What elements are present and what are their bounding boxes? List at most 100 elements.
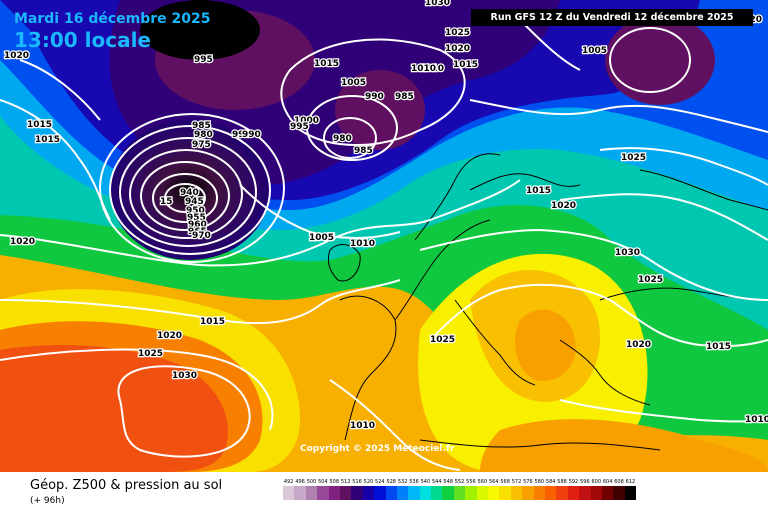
legend-entry: 492 [283, 478, 295, 500]
legend-entry: 592 [567, 478, 580, 500]
footer-title: Géop. Z500 & pression au sol [30, 478, 223, 493]
isobar-label: 945 [185, 197, 204, 207]
legend-label: 528 [386, 479, 396, 485]
legend-swatch [431, 486, 443, 500]
legend-entry: 532 [396, 478, 409, 500]
legend-label: 532 [397, 479, 408, 485]
isobar-label: 955 [187, 213, 206, 223]
isobar-label: 985 [192, 121, 211, 131]
legend-label: 564 [488, 479, 499, 485]
legend-swatch [385, 486, 397, 500]
isobar-label: 1020 [551, 201, 576, 211]
legend-label: 512 [340, 479, 351, 485]
isobar-label: 970 [192, 231, 211, 241]
isobar-label: 1015 [526, 186, 551, 196]
legend-entry: 588 [556, 478, 568, 500]
isobar-label: 1015 [453, 60, 478, 70]
legend-label: 588 [557, 479, 567, 485]
legend-label: 580 [534, 479, 545, 485]
legend-entry: 520 [362, 478, 375, 500]
isobar-label: 1025 [638, 275, 663, 285]
legend-label: 524 [375, 479, 385, 485]
legend-label: 612 [625, 479, 636, 485]
legend-label: 520 [363, 479, 374, 485]
isobar-labels: 1030 1025 1020 1015 1010 1015 1005 1020 … [3, 0, 768, 432]
legend-swatch [362, 486, 375, 500]
legend-label: 540 [420, 479, 431, 485]
isobars [0, 19, 768, 471]
legend-entry: 612 [624, 478, 637, 500]
geopotential-field [0, 0, 768, 472]
legend-entry: 524 [374, 478, 386, 500]
legend-label: 536 [409, 479, 419, 485]
legend-swatch [442, 486, 454, 500]
legend-entry: 564 [488, 478, 500, 500]
legend-label: 556 [466, 479, 476, 485]
isobar-label: 1025 [621, 153, 646, 163]
isobar-label: 1020 [157, 331, 182, 341]
weather-map: 1030 1025 1020 1015 1010 1015 1005 1020 … [0, 0, 768, 472]
legend-swatch [283, 486, 295, 500]
copyright: Copyright © 2025 Meteociel.fr [300, 444, 455, 454]
legend-entry: 608 [613, 478, 625, 500]
footer: Géop. Z500 & pression au sol (+ 96h) 492… [0, 472, 768, 512]
isobar-label: 1010 [350, 421, 375, 431]
legend-entry: 540 [419, 478, 432, 500]
footer-subtitle: (+ 96h) [30, 496, 65, 506]
legend-entry: 508 [328, 478, 340, 500]
legend-label: 576 [523, 479, 533, 485]
legend-swatch [305, 486, 318, 500]
coastlines [327, 153, 768, 451]
forecast-local-time: 13:00 locale [14, 28, 151, 52]
legend-entry: 536 [408, 478, 420, 500]
isobar-label: 990 [232, 130, 251, 140]
legend-entry: 504 [317, 478, 329, 500]
isobar-label: 1010 [745, 415, 768, 425]
isobar-label: 975 [192, 140, 211, 150]
legend-swatch [510, 486, 523, 500]
legend-entry: 544 [431, 478, 443, 500]
legend-entry: 528 [385, 478, 397, 500]
legend-label: 500 [306, 479, 317, 485]
legend-label: 504 [318, 479, 328, 485]
isobar-label: 1015 [200, 317, 225, 327]
legend-entry: 572 [510, 478, 523, 500]
isobar-label: 1000 [294, 116, 319, 126]
isobar-label: 960 [188, 220, 207, 230]
isobar-label: 1015 [706, 342, 731, 352]
legend-swatch [408, 486, 420, 500]
legend-entry: 516 [351, 478, 363, 500]
legend-entry: 600 [590, 478, 602, 500]
legend-entry: 584 [544, 478, 557, 500]
isobar-label: 1010 [419, 64, 444, 74]
legend-label: 584 [545, 479, 556, 485]
legend-swatch [556, 486, 568, 500]
legend-label: 608 [614, 479, 624, 485]
isobar-label: 1015 [27, 120, 52, 130]
isobar-label: 1005 [582, 46, 607, 56]
legend-label: 544 [432, 479, 442, 485]
legend-entry: 512 [339, 478, 352, 500]
legend-swatch [499, 486, 511, 500]
isobar-label: 995 [290, 122, 309, 132]
legend-label: 508 [329, 479, 340, 485]
color-legend: 492 496 500 504 508 512 516 520 524 528 532 536 540 5… [283, 478, 637, 500]
legend-entry: 496 [294, 478, 306, 500]
isobar-label: 985 [395, 92, 414, 102]
legend-swatch [419, 486, 432, 500]
isobar-label: 1005 [309, 233, 334, 243]
legend-entry: 596 [579, 478, 591, 500]
legend-label: 560 [477, 479, 488, 485]
isobar-label: 995 [194, 55, 213, 65]
legend-entry: 580 [533, 478, 545, 500]
legend-entry: 604 [601, 478, 614, 500]
isobar-label: 15 [160, 197, 173, 207]
isobar-label: 985 [354, 146, 373, 156]
isobar-label: 990 [242, 130, 261, 140]
isobar-label: 1025 [430, 335, 455, 345]
legend-swatch [544, 486, 557, 500]
isobar-label: 1030 [425, 0, 450, 8]
legend-label: 572 [511, 479, 522, 485]
legend-swatch [590, 486, 602, 500]
isobar-label: 950 [186, 206, 205, 216]
